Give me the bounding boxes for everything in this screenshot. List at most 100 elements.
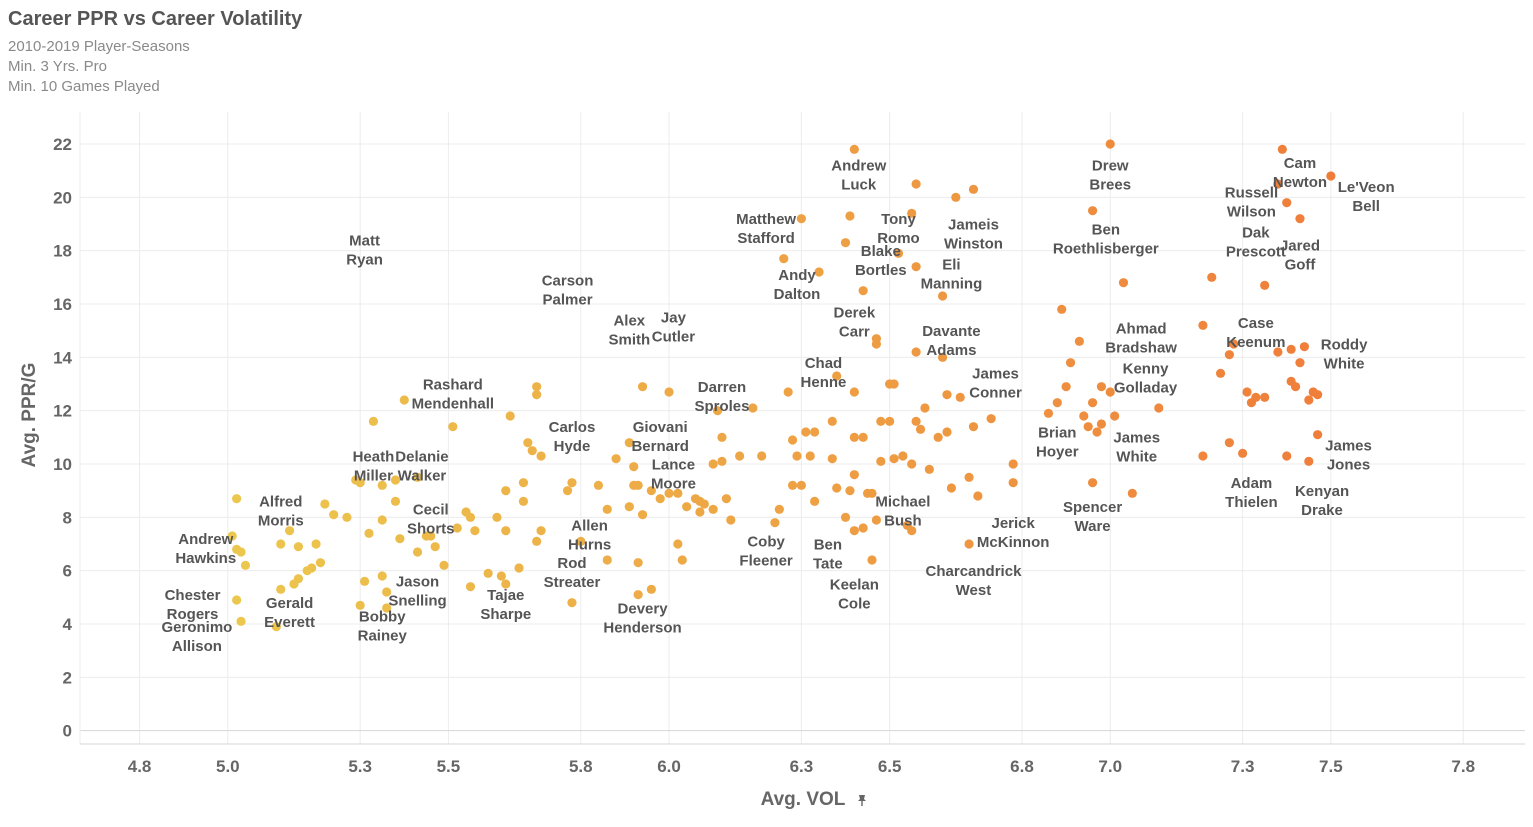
data-point[interactable] bbox=[708, 504, 718, 514]
data-point[interactable] bbox=[1242, 387, 1252, 397]
data-point[interactable] bbox=[849, 144, 859, 154]
data-point[interactable] bbox=[889, 379, 899, 389]
data-point[interactable] bbox=[271, 622, 281, 632]
data-point[interactable] bbox=[1008, 478, 1018, 488]
data-point[interactable] bbox=[845, 486, 855, 496]
data-point[interactable] bbox=[708, 459, 718, 469]
data-point[interactable] bbox=[629, 480, 639, 490]
data-point[interactable] bbox=[1052, 398, 1062, 408]
data-point[interactable] bbox=[1224, 350, 1234, 360]
data-point[interactable] bbox=[1110, 411, 1120, 421]
data-point[interactable] bbox=[514, 563, 524, 573]
data-point[interactable] bbox=[452, 523, 462, 533]
data-point[interactable] bbox=[876, 456, 886, 466]
data-point[interactable] bbox=[390, 475, 401, 485]
data-point[interactable] bbox=[602, 504, 612, 514]
data-point[interactable] bbox=[664, 488, 674, 498]
data-point[interactable] bbox=[655, 494, 665, 504]
data-point[interactable] bbox=[1313, 390, 1323, 400]
data-point[interactable] bbox=[377, 515, 387, 525]
data-point[interactable] bbox=[810, 496, 820, 506]
data-point[interactable] bbox=[885, 416, 895, 426]
data-point[interactable] bbox=[787, 435, 798, 445]
data-point[interactable] bbox=[1057, 304, 1067, 314]
data-point[interactable] bbox=[1088, 478, 1098, 488]
data-point[interactable] bbox=[1273, 179, 1283, 189]
data-point[interactable] bbox=[779, 254, 789, 264]
data-point[interactable] bbox=[1096, 419, 1107, 429]
data-point[interactable] bbox=[871, 339, 882, 349]
data-point[interactable] bbox=[567, 598, 577, 608]
data-point[interactable] bbox=[1273, 347, 1283, 357]
data-point[interactable] bbox=[867, 488, 877, 498]
data-point[interactable] bbox=[1207, 272, 1217, 282]
data-point[interactable] bbox=[968, 422, 979, 432]
data-point[interactable] bbox=[236, 616, 246, 626]
data-point[interactable] bbox=[382, 587, 392, 597]
data-point[interactable] bbox=[1326, 171, 1336, 181]
data-point[interactable] bbox=[1088, 206, 1098, 216]
data-point[interactable] bbox=[646, 486, 656, 496]
data-point[interactable] bbox=[1215, 368, 1226, 378]
data-point[interactable] bbox=[858, 432, 868, 442]
data-point[interactable] bbox=[955, 392, 965, 402]
data-point[interactable] bbox=[527, 446, 537, 456]
data-point[interactable] bbox=[845, 211, 855, 221]
data-point[interactable] bbox=[682, 502, 692, 512]
data-point[interactable] bbox=[937, 291, 948, 301]
pin-icon[interactable] bbox=[858, 795, 866, 806]
data-point[interactable] bbox=[289, 579, 299, 589]
data-point[interactable] bbox=[942, 427, 952, 437]
data-point[interactable] bbox=[1043, 408, 1054, 418]
data-point[interactable] bbox=[1083, 422, 1093, 432]
data-point[interactable] bbox=[1154, 403, 1164, 413]
data-point[interactable] bbox=[532, 390, 542, 400]
data-point[interactable] bbox=[412, 547, 423, 557]
data-point[interactable] bbox=[315, 558, 326, 568]
data-point[interactable] bbox=[858, 523, 868, 533]
data-point[interactable] bbox=[359, 576, 370, 586]
data-point[interactable] bbox=[1282, 198, 1292, 208]
data-point[interactable] bbox=[726, 515, 736, 525]
data-point[interactable] bbox=[505, 411, 515, 421]
data-point[interactable] bbox=[1224, 438, 1234, 448]
data-point[interactable] bbox=[1127, 488, 1137, 498]
data-point[interactable] bbox=[646, 584, 656, 594]
data-point[interactable] bbox=[937, 352, 948, 362]
data-point[interactable] bbox=[1304, 395, 1314, 405]
data-point[interactable] bbox=[492, 512, 502, 522]
data-point[interactable] bbox=[377, 480, 387, 490]
data-point[interactable] bbox=[805, 451, 815, 461]
data-point[interactable] bbox=[342, 512, 352, 522]
data-point[interactable] bbox=[293, 542, 304, 552]
data-point[interactable] bbox=[236, 547, 246, 557]
data-point[interactable] bbox=[232, 595, 242, 605]
data-point[interactable] bbox=[1313, 430, 1323, 440]
data-point[interactable] bbox=[889, 454, 899, 464]
data-point[interactable] bbox=[677, 555, 687, 565]
data-point[interactable] bbox=[1295, 214, 1305, 224]
data-point[interactable] bbox=[461, 507, 471, 517]
data-point[interactable] bbox=[951, 192, 961, 202]
data-point[interactable] bbox=[1092, 427, 1102, 437]
data-point[interactable] bbox=[911, 416, 921, 426]
data-point[interactable] bbox=[664, 387, 674, 397]
data-point[interactable] bbox=[536, 451, 546, 461]
data-point[interactable] bbox=[1277, 144, 1287, 154]
data-point[interactable] bbox=[1074, 336, 1084, 346]
data-point[interactable] bbox=[757, 451, 767, 461]
data-point[interactable] bbox=[1198, 451, 1208, 461]
data-point[interactable] bbox=[426, 531, 436, 541]
data-point[interactable] bbox=[629, 462, 639, 472]
data-point[interactable] bbox=[814, 267, 824, 277]
data-point[interactable] bbox=[276, 584, 286, 594]
data-point[interactable] bbox=[518, 478, 529, 488]
data-point[interactable] bbox=[871, 515, 882, 525]
data-point[interactable] bbox=[1290, 382, 1301, 392]
data-point[interactable] bbox=[412, 472, 423, 482]
data-point[interactable] bbox=[907, 459, 917, 469]
data-point[interactable] bbox=[1246, 398, 1257, 408]
data-point[interactable] bbox=[876, 416, 886, 426]
data-point[interactable] bbox=[320, 499, 330, 509]
data-point[interactable] bbox=[637, 382, 648, 392]
